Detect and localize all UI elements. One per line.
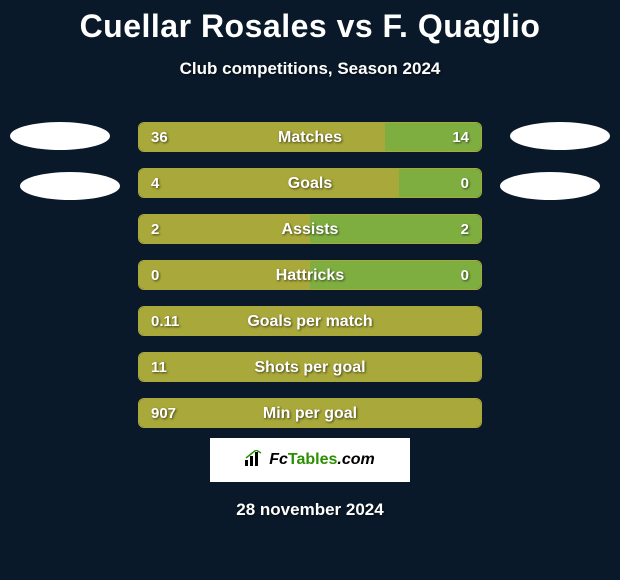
subtitle: Club competitions, Season 2024 (0, 59, 620, 79)
stat-label: Shots per goal (139, 353, 481, 382)
stat-label: Min per goal (139, 399, 481, 428)
player1-avatar-2 (20, 172, 120, 200)
stat-label: Assists (139, 215, 481, 244)
footer-date: 28 november 2024 (0, 500, 620, 520)
stat-label: Matches (139, 123, 481, 152)
stat-row: Goals4 0 (138, 168, 482, 198)
stat-value-left: 0 (151, 261, 159, 290)
stat-value-right: 0 (461, 261, 469, 290)
stat-label: Goals (139, 169, 481, 198)
stat-value-left: 36 (151, 123, 168, 152)
stat-row: Matches36 14 (138, 122, 482, 152)
chart-icon (245, 450, 263, 471)
stat-value-left: 4 (151, 169, 159, 198)
stat-value-left: 0.11 (151, 307, 179, 336)
stat-bars: Matches3614Goals40Assists22Hattricks00Go… (138, 122, 482, 444)
stat-row: Hattricks0 0 (138, 260, 482, 290)
stat-row: Min per goal907 (138, 398, 482, 428)
stat-value-left: 907 (151, 399, 176, 428)
stat-row: Goals per match0.11 (138, 306, 482, 336)
stat-value-left: 2 (151, 215, 159, 244)
stat-value-right: 2 (461, 215, 469, 244)
stat-value-left: 11 (151, 353, 167, 382)
footer-logo: FcTables.com (210, 438, 410, 482)
brand-tables: Tables (288, 451, 338, 469)
stat-value-right: 0 (461, 169, 469, 198)
stat-label: Hattricks (139, 261, 481, 290)
brand-suffix: .com (337, 451, 374, 469)
page-title: Cuellar Rosales vs F. Quaglio (0, 0, 620, 45)
stat-row: Shots per goal11 (138, 352, 482, 382)
stat-value-right: 14 (452, 123, 469, 152)
comparison-card: Cuellar Rosales vs F. Quaglio Club compe… (0, 0, 620, 580)
player2-avatar-2 (500, 172, 600, 200)
stat-row: Assists2 2 (138, 214, 482, 244)
player1-avatar-1 (10, 122, 110, 150)
player2-avatar-1 (510, 122, 610, 150)
stat-label: Goals per match (139, 307, 481, 336)
brand-fc: Fc (269, 451, 288, 469)
